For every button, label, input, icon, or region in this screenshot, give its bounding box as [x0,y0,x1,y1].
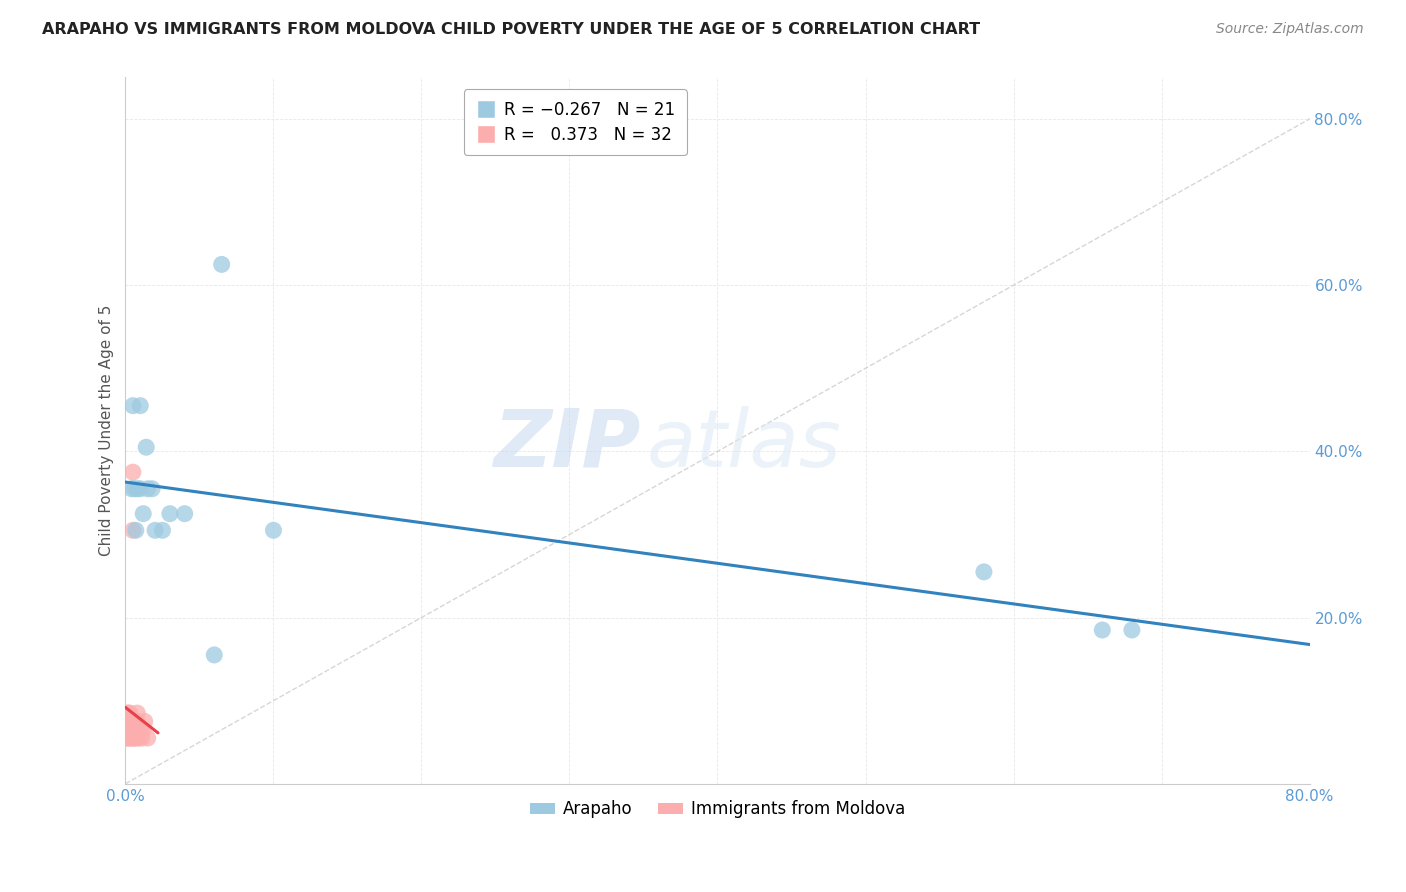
Point [122,524,145,538]
Point [117,723,139,737]
Point [118,706,141,720]
Point [124,714,146,729]
Point [127,482,149,496]
Point [122,399,145,413]
Text: Source: ZipAtlas.com: Source: ZipAtlas.com [1216,22,1364,37]
Point [120,731,142,745]
Point [122,714,145,729]
Point [159,507,181,521]
Point [127,706,149,720]
Point [120,714,142,729]
Point [115,706,138,720]
Point [125,723,148,737]
Point [127,714,149,729]
Text: ZIP: ZIP [494,406,641,483]
Point [124,731,146,745]
Text: atlas: atlas [647,406,841,483]
Point [136,482,159,496]
Legend: Arapaho, Immigrants from Moldova: Arapaho, Immigrants from Moldova [523,794,912,825]
Point [122,731,145,745]
Point [118,731,141,745]
Point [263,524,285,538]
Point [136,731,159,745]
Point [122,723,145,737]
Point [1121,623,1143,637]
Point [173,507,195,521]
Point [117,731,139,745]
Point [211,257,233,271]
Point [132,507,155,521]
Point [122,465,145,479]
Point [118,714,141,729]
Point [141,482,163,496]
Point [124,482,146,496]
Point [129,482,152,496]
Point [117,714,139,729]
Point [125,731,148,745]
Point [202,648,225,662]
Point [135,440,157,454]
Point [115,731,138,745]
Point [132,723,155,737]
Point [1091,623,1114,637]
Point [143,524,166,538]
Y-axis label: Child Poverty Under the Age of 5: Child Poverty Under the Age of 5 [100,305,114,557]
Point [120,723,142,737]
Point [129,399,152,413]
Point [131,731,153,745]
Point [117,706,139,720]
Point [118,723,141,737]
Point [973,565,995,579]
Point [124,723,146,737]
Point [134,714,156,729]
Point [125,524,148,538]
Point [152,524,174,538]
Point [128,731,150,745]
Point [115,714,138,729]
Point [120,482,142,496]
Text: ARAPAHO VS IMMIGRANTS FROM MOLDOVA CHILD POVERTY UNDER THE AGE OF 5 CORRELATION : ARAPAHO VS IMMIGRANTS FROM MOLDOVA CHILD… [42,22,980,37]
Point [129,723,152,737]
